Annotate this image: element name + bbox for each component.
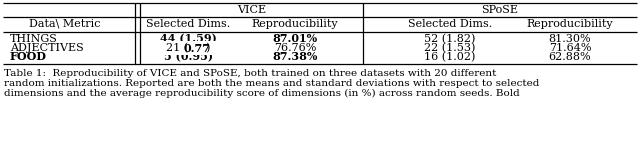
Text: 16 (1.02): 16 (1.02): [424, 52, 476, 62]
Text: ADJECTIVES: ADJECTIVES: [10, 43, 84, 53]
Text: 71.64%: 71.64%: [548, 43, 591, 53]
Text: 22 (1.53): 22 (1.53): [424, 43, 476, 53]
Text: VICE: VICE: [237, 5, 266, 15]
Text: Reproducibility: Reproducibility: [252, 19, 339, 29]
Text: 0.77: 0.77: [183, 42, 210, 53]
Text: Data\ Metric: Data\ Metric: [29, 19, 100, 29]
Text: 21 (: 21 (: [166, 43, 188, 53]
Text: 5 (0.95): 5 (0.95): [163, 51, 212, 63]
Text: 81.30%: 81.30%: [548, 34, 591, 44]
Text: 44 (1.59): 44 (1.59): [159, 34, 216, 45]
Text: ): ): [205, 43, 209, 53]
Text: Reproducibility: Reproducibility: [527, 19, 613, 29]
FancyBboxPatch shape: [143, 41, 233, 55]
Text: 62.88%: 62.88%: [548, 52, 591, 62]
Text: 76.76%: 76.76%: [274, 43, 316, 53]
Text: 87.38%: 87.38%: [272, 51, 317, 63]
Text: Selected Dims.: Selected Dims.: [146, 19, 230, 29]
Text: dimensions and the average reproducibility score of dimensions (in %) across ran: dimensions and the average reproducibili…: [4, 89, 520, 98]
Text: random initializations. Reported are both the means and standard deviations with: random initializations. Reported are bot…: [4, 79, 540, 88]
Text: Table 1:  Reproducibility of VICE and SPoSE, both trained on three datasets with: Table 1: Reproducibility of VICE and SPo…: [4, 69, 497, 78]
Text: SPoSE: SPoSE: [481, 5, 518, 15]
Text: THINGS: THINGS: [10, 34, 58, 44]
Text: Selected Dims.: Selected Dims.: [408, 19, 492, 29]
Text: 21 (0.77): 21 (0.77): [160, 42, 216, 53]
Text: 87.01%: 87.01%: [273, 34, 317, 45]
Text: 52 (1.82): 52 (1.82): [424, 34, 476, 44]
Text: FOOD: FOOD: [10, 51, 47, 63]
